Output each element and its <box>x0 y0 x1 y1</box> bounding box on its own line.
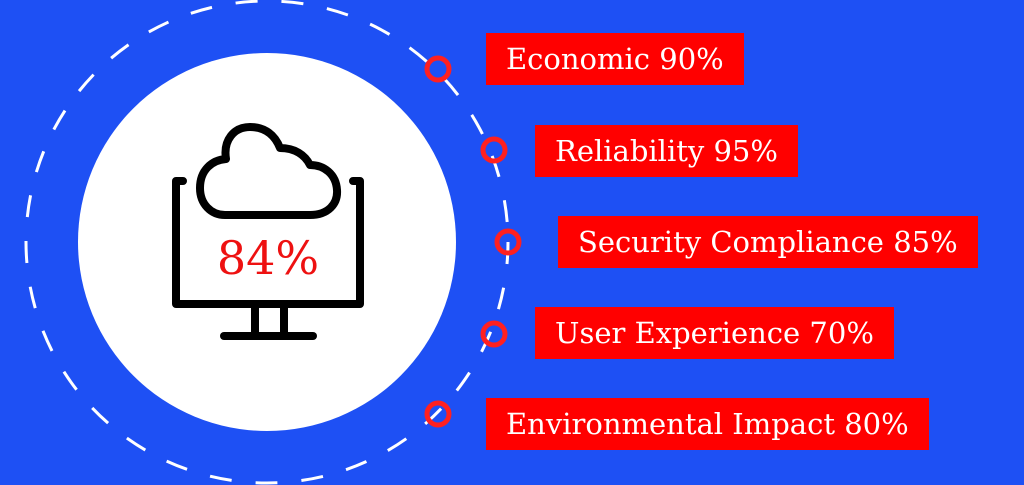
connector-rings <box>424 55 522 428</box>
ring-marker <box>480 136 508 164</box>
center-circle <box>78 53 456 431</box>
cloud-monitor-icon <box>172 123 364 340</box>
ring-marker <box>480 320 508 348</box>
ring-marker <box>424 55 452 83</box>
label-user-experience: User Experience 70% <box>535 307 894 359</box>
label-reliability: Reliability 95% <box>535 125 798 177</box>
label-economic: Economic 90% <box>486 33 744 85</box>
center-percentage: 84% <box>216 231 320 285</box>
ring-marker <box>424 400 452 428</box>
label-environmental-impact: Environmental Impact 80% <box>486 398 929 450</box>
dashed-orbit <box>24 0 510 485</box>
ring-marker <box>494 228 522 256</box>
label-security-compliance: Security Compliance 85% <box>558 216 978 268</box>
